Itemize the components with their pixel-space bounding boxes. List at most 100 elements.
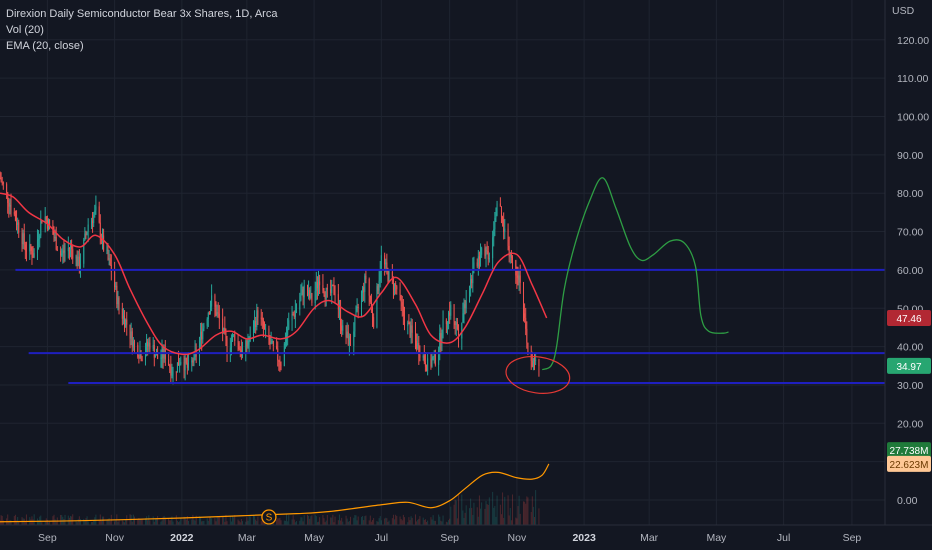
candle-body xyxy=(32,257,34,259)
ema-indicator-label[interactable]: EMA (20, close) xyxy=(6,40,84,52)
candle-body xyxy=(526,328,528,343)
candle-body xyxy=(248,340,250,345)
volume-bar xyxy=(252,514,254,525)
event-marker-circle[interactable] xyxy=(261,509,277,525)
volume-bar xyxy=(516,518,518,525)
volume-indicator-label[interactable]: Vol (20) xyxy=(6,24,44,36)
volume-bar xyxy=(93,520,95,525)
candle-body xyxy=(77,256,79,266)
candle-body xyxy=(356,306,358,311)
volume-bar xyxy=(324,522,326,525)
volume-bar xyxy=(180,518,182,525)
volume-bar xyxy=(295,521,297,525)
candle-body xyxy=(426,366,428,372)
volume-bar xyxy=(494,505,496,525)
candle-body xyxy=(519,275,521,283)
volume-bar xyxy=(476,507,478,525)
candle-body xyxy=(284,343,286,345)
volume-bar xyxy=(185,519,187,525)
candle-body xyxy=(394,283,396,290)
candle-body xyxy=(492,237,494,259)
candle-body xyxy=(118,297,120,309)
volume-bar xyxy=(114,521,116,525)
candle-body xyxy=(486,250,488,252)
support-lines[interactable] xyxy=(15,268,885,385)
candle-body xyxy=(157,352,159,359)
volume-bar xyxy=(201,521,203,525)
volume-bar xyxy=(246,517,248,525)
volume-bar xyxy=(400,518,402,525)
candle-body xyxy=(387,269,389,282)
volume-bar xyxy=(256,521,258,525)
volume-bar xyxy=(531,496,533,525)
volume-bar xyxy=(211,518,213,525)
candle-body xyxy=(424,361,426,367)
candle-body xyxy=(138,357,140,359)
volume-bar xyxy=(368,520,370,525)
volume-bar xyxy=(457,493,459,525)
candle-body xyxy=(101,235,103,241)
price-tick-label: 20.00 xyxy=(897,418,923,430)
event-marker[interactable]: S xyxy=(261,509,277,525)
volume-bar xyxy=(507,495,509,525)
annotation-circle[interactable] xyxy=(504,353,572,398)
annotation-ellipse[interactable] xyxy=(504,353,572,398)
candle-body xyxy=(407,322,409,327)
candle-body xyxy=(480,254,482,260)
projection-line[interactable] xyxy=(541,177,729,371)
volume-bar xyxy=(147,520,149,525)
symbol-title[interactable]: Direxion Daily Semiconductor Bear 3x Sha… xyxy=(6,8,278,20)
event-marker-label[interactable]: S xyxy=(266,513,273,524)
candle-body xyxy=(409,323,411,337)
candle-body xyxy=(117,297,119,305)
volume-bar xyxy=(288,515,290,525)
candle-body xyxy=(496,203,498,215)
volume-bar xyxy=(208,517,210,525)
volume-bar xyxy=(303,515,305,525)
candle-body xyxy=(41,220,43,223)
candle-body xyxy=(256,310,258,328)
volume-bar xyxy=(384,518,386,525)
volume-bar xyxy=(530,512,532,525)
candle-body xyxy=(442,320,444,339)
candle-body xyxy=(288,320,290,330)
candle-body xyxy=(121,308,123,319)
candle-body xyxy=(373,317,375,328)
candle-body xyxy=(463,304,465,314)
volume-bar xyxy=(347,521,349,525)
candle-body xyxy=(369,295,371,302)
price-tick-label: 100.00 xyxy=(897,112,929,124)
volume-bar xyxy=(423,520,425,525)
candle-body xyxy=(347,331,349,345)
candle-body xyxy=(402,306,404,317)
volume-bar xyxy=(186,516,188,525)
volume-bar xyxy=(379,516,381,525)
volume-bar xyxy=(75,520,77,525)
candle-body xyxy=(300,295,302,301)
candle-body xyxy=(79,263,81,271)
volume-bar xyxy=(325,520,327,525)
candle-body xyxy=(30,244,32,251)
volume-bar xyxy=(47,522,49,525)
volume-bars xyxy=(0,490,540,525)
candle-body xyxy=(108,258,110,260)
price-tick-label: 110.00 xyxy=(897,73,928,85)
projection-drawing[interactable] xyxy=(541,177,729,371)
volume-bar xyxy=(434,520,436,525)
volume-bar xyxy=(292,515,294,525)
volume-bar xyxy=(377,521,379,525)
volume-bar xyxy=(508,515,510,525)
volume-bar xyxy=(200,517,202,525)
price-badge-label: 34.97 xyxy=(896,362,921,373)
volume-bar xyxy=(171,516,173,525)
candle-body xyxy=(450,304,452,316)
volume-bar xyxy=(247,520,249,525)
time-axis[interactable]: Sep Nov 2022 Mar May Jul Sep Nov 2023 Mar May Jul Se… xyxy=(38,532,861,544)
volume-bar xyxy=(175,515,177,525)
candle-body xyxy=(340,308,342,326)
candle-body xyxy=(510,253,512,258)
volume-bar xyxy=(206,518,208,525)
volume-bar xyxy=(94,517,96,525)
candle-body xyxy=(362,287,364,294)
